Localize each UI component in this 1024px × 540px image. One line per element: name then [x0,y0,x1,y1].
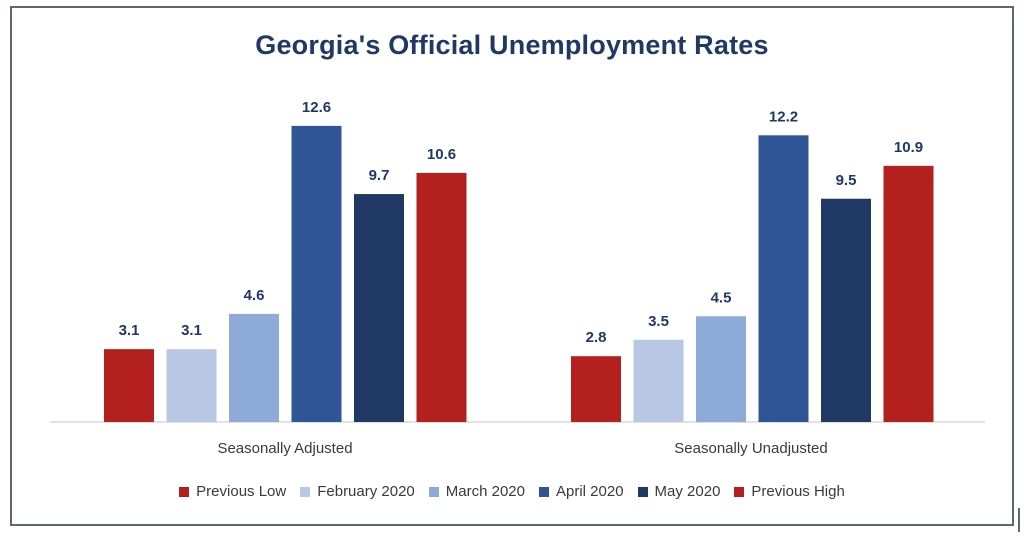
legend-label: April 2020 [556,483,624,500]
data-label: 3.1 [119,322,140,339]
legend-label: February 2020 [317,483,415,500]
data-label: 10.9 [894,139,923,156]
legend-swatch [179,486,190,497]
bar [166,349,217,422]
bar [571,356,621,422]
legend-swatch [300,486,311,497]
data-label: 3.5 [648,313,669,330]
legend-swatch [539,486,549,497]
bar [696,316,746,422]
legend-swatch [734,486,745,497]
category-label: Seasonally Unadjusted [674,440,827,457]
data-label: 10.6 [427,146,456,163]
bar [229,313,279,422]
data-label: 9.5 [836,172,857,189]
bar [354,194,404,422]
legend-swatch [428,486,439,497]
bar [416,172,467,422]
bar [758,135,809,423]
legend-label: March 2020 [445,483,525,500]
legend-item: April 2020 [539,483,624,500]
legend-item: Previous Low [179,483,286,500]
legend-swatch [637,486,648,497]
bar [291,125,342,423]
bar [821,198,871,422]
data-label: 4.5 [711,289,732,306]
legend-label: Previous Low [196,483,287,500]
data-label: 3.1 [181,322,202,339]
legend-label: Previous High [751,483,845,500]
data-label: 12.2 [769,108,798,125]
chart-title: Georgia's Official Unemployment Rates [255,30,769,60]
data-label: 2.8 [586,329,607,346]
legend-item: May 2020 [637,483,721,500]
bar [883,165,934,422]
legend-item: February 2020 [300,483,415,500]
edge-mark [1018,508,1020,532]
category-label: Seasonally Adjusted [217,440,352,457]
legend-label: May 2020 [654,483,721,500]
bar [633,339,684,422]
data-label: 9.7 [369,167,390,184]
data-label: 12.6 [302,99,331,116]
bar [104,349,154,422]
data-label: 4.6 [244,287,265,304]
legend-item: March 2020 [428,483,525,500]
chart-legend: Previous Low February 2020 March 2020 April… [0,483,1024,500]
legend-item: Previous High [734,483,845,500]
